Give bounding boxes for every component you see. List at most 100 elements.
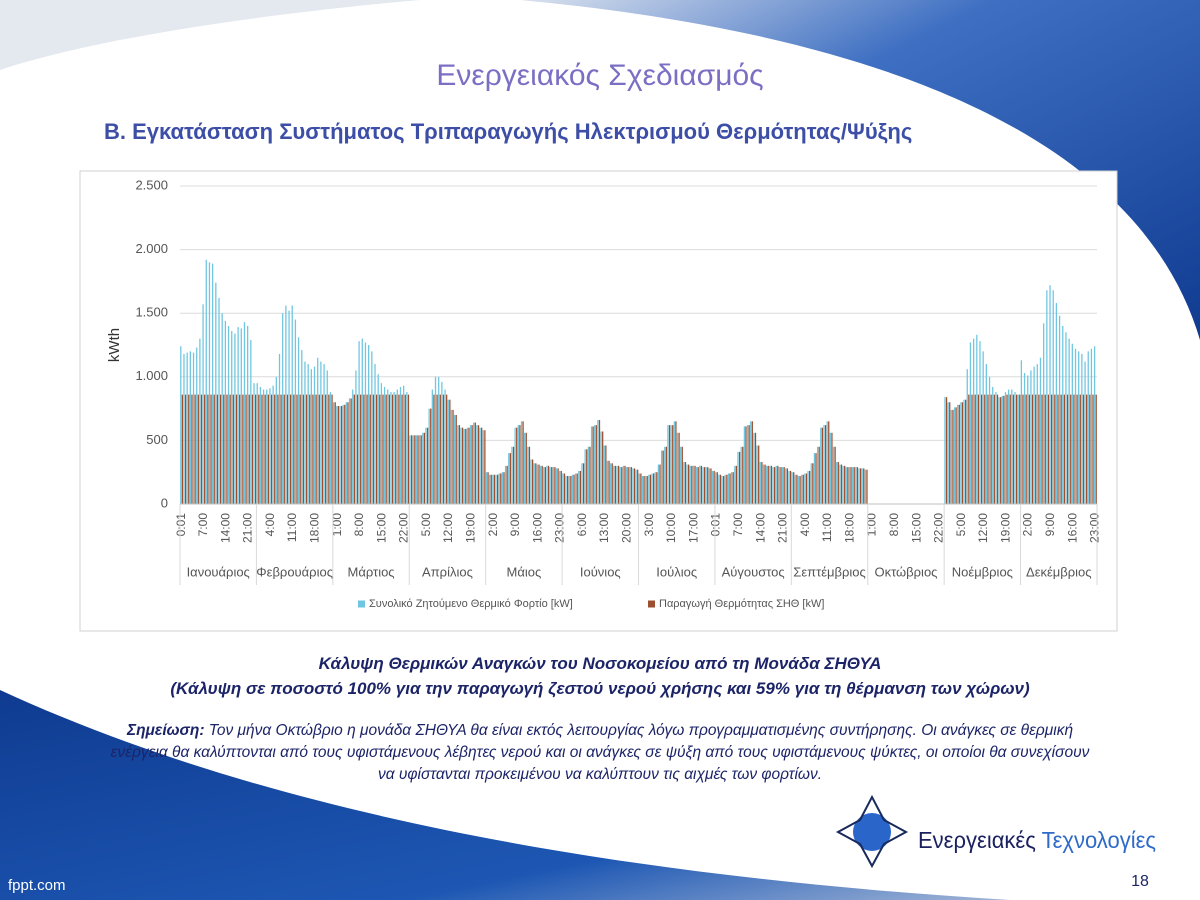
bar (656, 472, 658, 504)
bar (197, 394, 199, 504)
bar (181, 394, 184, 504)
bar (649, 474, 652, 504)
bar (842, 465, 844, 504)
bar (329, 392, 332, 504)
bar (375, 394, 378, 504)
bar (1063, 394, 1066, 504)
bar (818, 446, 820, 504)
bar (756, 445, 758, 504)
slide-title: Ενεργειακός Σχεδιασμός (436, 59, 763, 92)
bar (847, 467, 849, 504)
bar (328, 394, 330, 504)
bar (504, 465, 507, 504)
bar (447, 399, 449, 504)
bar (652, 473, 655, 504)
group-label: Φεβρουάριος (256, 564, 333, 579)
bar (562, 473, 564, 504)
bar (762, 464, 765, 504)
bar (1078, 351, 1080, 504)
bar (1041, 394, 1043, 504)
group-label: Νοέμβριος (952, 564, 1013, 579)
bar (302, 394, 305, 504)
bar (1054, 394, 1056, 504)
bar (1014, 392, 1016, 504)
y-tick-label: 500 (146, 432, 168, 447)
bar (1089, 394, 1091, 504)
bar (680, 446, 682, 504)
bar (213, 394, 215, 504)
bar (192, 352, 195, 504)
bar (344, 404, 346, 504)
bar (812, 463, 814, 504)
bar (385, 394, 387, 504)
bar (853, 467, 855, 504)
bar (791, 472, 793, 504)
bar (546, 465, 548, 504)
bar (234, 333, 236, 504)
bar (511, 446, 513, 504)
bar (571, 474, 574, 504)
logo-word: Ενεργειακές (918, 827, 1036, 853)
bar (297, 337, 300, 504)
bar (1076, 394, 1078, 504)
bar (438, 376, 440, 504)
bar (554, 467, 556, 504)
bar (280, 394, 282, 504)
x-tick-label: 22:00 (397, 513, 411, 543)
bar (630, 467, 632, 504)
bar (420, 435, 422, 504)
x-tick-label: 16:00 (530, 513, 544, 543)
x-tick-label: 9:00 (508, 513, 522, 537)
bar (632, 468, 634, 504)
bar (995, 392, 997, 504)
bar (496, 474, 499, 504)
bar (323, 364, 325, 504)
x-tick-label: 11:00 (285, 513, 299, 542)
bar (363, 394, 365, 504)
bar (678, 432, 680, 504)
bar (399, 386, 402, 504)
bar (805, 473, 808, 504)
bar (551, 467, 553, 504)
bar (985, 364, 987, 504)
bar (180, 346, 182, 504)
x-tick-label: 5:00 (419, 513, 433, 537)
bar (863, 468, 865, 504)
bar (490, 474, 492, 504)
bar (1060, 394, 1062, 504)
bar (439, 394, 441, 504)
y-tick-label: 1.000 (135, 368, 168, 383)
bar (831, 432, 833, 504)
bar (826, 421, 828, 504)
x-tick-label: 15:00 (909, 513, 923, 543)
bar (415, 435, 418, 504)
bar (441, 381, 443, 504)
bar (321, 394, 324, 504)
bar (1079, 394, 1081, 504)
bar (691, 465, 693, 504)
bar (431, 389, 433, 504)
bar (544, 467, 547, 504)
bar (372, 394, 375, 504)
bar (285, 305, 287, 504)
bar (972, 338, 975, 504)
bar (1017, 394, 1019, 504)
bar (729, 473, 731, 504)
x-tick-label: 20:00 (620, 513, 634, 543)
bar (637, 469, 639, 504)
bar (1087, 351, 1089, 504)
bar (259, 386, 262, 504)
bar (582, 463, 585, 504)
bar (261, 394, 263, 504)
bar (1092, 394, 1094, 504)
bar (493, 474, 496, 504)
bar (740, 446, 742, 504)
bar (1074, 348, 1077, 504)
bar (380, 383, 383, 504)
bar (390, 392, 392, 504)
bar (960, 402, 962, 504)
bar (479, 427, 481, 504)
bar (226, 394, 228, 504)
bar (307, 364, 309, 504)
